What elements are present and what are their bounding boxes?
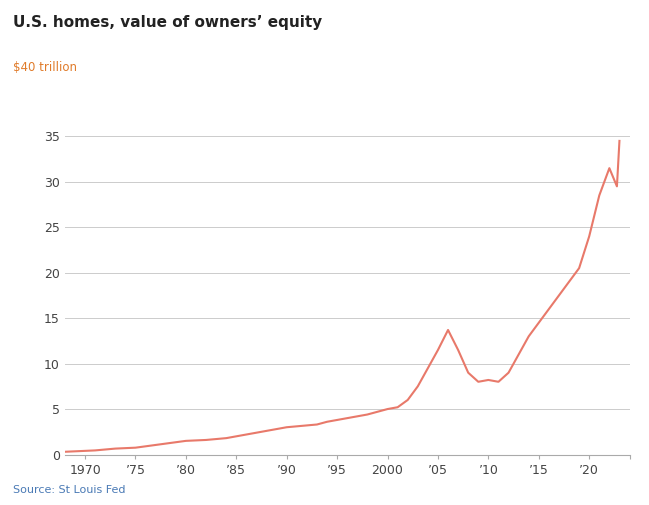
Text: Source: St Louis Fed: Source: St Louis Fed (13, 485, 125, 495)
Text: U.S. homes, value of owners’ equity: U.S. homes, value of owners’ equity (13, 15, 323, 30)
Text: $40 trillion: $40 trillion (13, 61, 77, 74)
